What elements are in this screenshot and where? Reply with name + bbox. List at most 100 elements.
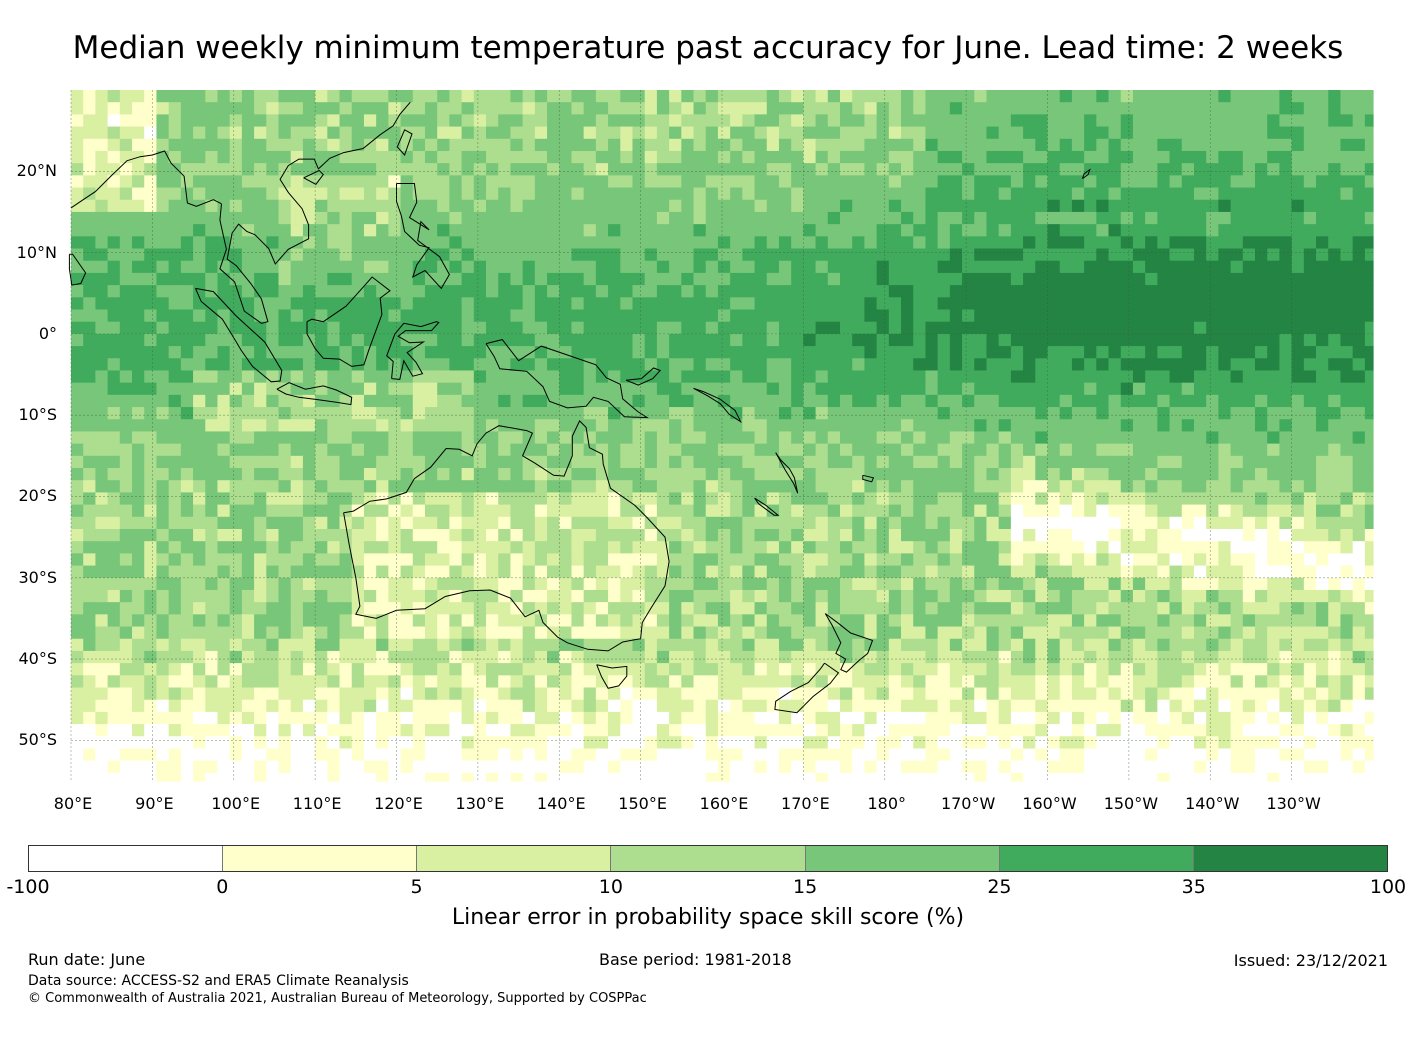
raster-cell <box>937 407 951 420</box>
raster-cell <box>534 370 548 384</box>
raster-cell <box>193 297 206 311</box>
raster-cell <box>901 407 914 420</box>
raster-cell <box>473 480 487 493</box>
raster-cell <box>717 211 731 225</box>
raster-cell <box>534 90 548 103</box>
raster-cell <box>705 553 719 567</box>
raster-cell <box>1352 638 1366 652</box>
raster-cell <box>412 407 426 420</box>
raster-cell <box>1071 516 1085 530</box>
raster-cell <box>742 528 756 542</box>
raster-cell <box>1340 297 1354 311</box>
raster-cell <box>1096 211 1110 225</box>
raster-cell <box>119 285 133 298</box>
raster-cell <box>766 163 780 176</box>
raster-cell <box>925 577 939 591</box>
raster-cell <box>608 455 621 469</box>
raster-cell <box>83 516 97 530</box>
raster-cell <box>339 114 353 128</box>
raster-cell <box>1255 602 1268 615</box>
raster-cell <box>266 211 280 225</box>
raster-cell <box>901 468 914 481</box>
raster-cell <box>839 187 853 201</box>
raster-cell <box>205 541 219 554</box>
raster-cell <box>473 589 487 603</box>
raster-cell <box>1035 553 1049 567</box>
raster-cell <box>1340 528 1354 542</box>
raster-cell <box>1108 187 1122 201</box>
raster-cell <box>1157 394 1171 408</box>
raster-cell <box>864 394 878 408</box>
raster-cell <box>473 565 487 579</box>
raster-cell <box>986 309 1000 323</box>
raster-cell <box>681 407 695 420</box>
raster-cell <box>717 285 731 298</box>
raster-cell <box>595 589 609 603</box>
raster-cell <box>1132 346 1146 359</box>
raster-cell <box>852 138 866 152</box>
raster-cell <box>1279 248 1293 262</box>
raster-cell <box>913 394 927 408</box>
raster-cell <box>925 297 939 311</box>
raster-cell <box>571 102 585 115</box>
raster-cell <box>583 297 597 311</box>
raster-cell <box>839 528 853 542</box>
raster-cell <box>1010 370 1024 384</box>
raster-cell <box>766 309 780 323</box>
raster-cell <box>95 419 109 433</box>
raster-cell <box>730 211 743 225</box>
raster-cell <box>632 577 646 591</box>
raster-cell <box>168 516 182 530</box>
raster-cell <box>315 516 328 530</box>
raster-cell <box>376 602 389 615</box>
raster-cell <box>1145 346 1158 359</box>
raster-cell <box>229 260 243 274</box>
raster-cell <box>522 553 536 567</box>
raster-cell <box>1303 187 1317 201</box>
raster-cell <box>156 480 170 493</box>
raster-cell <box>827 285 841 298</box>
raster-cell <box>803 589 817 603</box>
raster-cell <box>888 90 902 103</box>
raster-cell <box>266 272 280 286</box>
raster-cell <box>254 443 267 457</box>
raster-cell <box>1279 394 1293 408</box>
raster-cell <box>522 199 536 213</box>
raster-cell <box>400 650 414 664</box>
raster-cell <box>925 516 939 530</box>
raster-cell <box>717 248 731 262</box>
raster-cell <box>901 90 914 103</box>
raster-cell <box>839 309 853 323</box>
raster-cell <box>327 102 341 115</box>
raster-cell <box>876 346 890 359</box>
raster-cell <box>241 370 255 384</box>
raster-cell <box>986 504 1000 518</box>
raster-cell <box>315 577 328 591</box>
raster-cell <box>1279 358 1293 372</box>
raster-cell <box>986 248 1000 262</box>
raster-cell <box>791 163 804 176</box>
raster-cell <box>876 541 890 554</box>
raster-cell <box>705 407 719 420</box>
raster-cell <box>486 638 499 652</box>
raster-cell <box>266 602 280 615</box>
raster-cell <box>1279 211 1293 225</box>
raster-cell <box>302 516 316 530</box>
raster-cell <box>1035 187 1049 201</box>
raster-cell <box>559 260 573 274</box>
raster-cell <box>1132 602 1146 615</box>
raster-cell <box>608 285 621 298</box>
raster-cell <box>1145 455 1158 469</box>
raster-cell <box>876 504 890 518</box>
raster-cell <box>608 150 621 164</box>
raster-cell <box>339 626 353 640</box>
raster-cell <box>1071 370 1085 384</box>
raster-cell <box>180 150 194 164</box>
raster-cell <box>498 224 512 237</box>
raster-cell <box>1364 565 1374 579</box>
raster-cell <box>205 309 219 323</box>
raster-cell <box>559 309 573 323</box>
raster-cell <box>754 163 768 176</box>
raster-cell <box>388 90 402 103</box>
raster-cell <box>705 224 719 237</box>
